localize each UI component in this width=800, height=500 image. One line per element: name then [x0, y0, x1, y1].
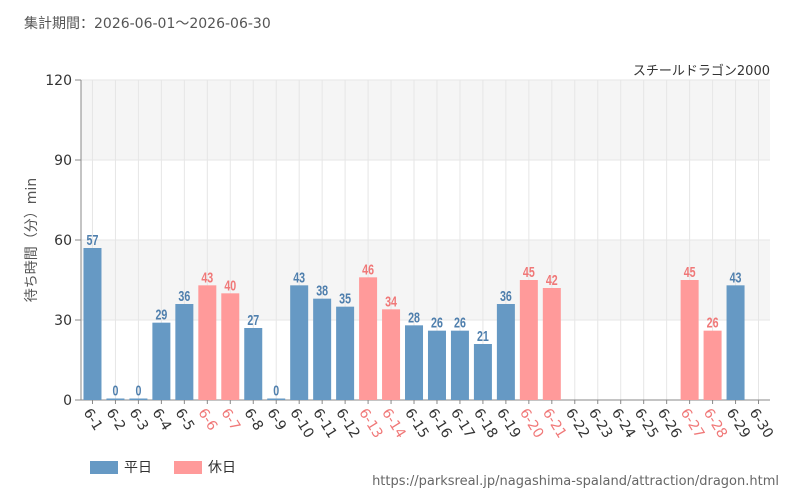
bar-value-label: 29 [155, 306, 167, 323]
bar [359, 277, 378, 400]
x-tick-label: 6-18 [470, 406, 500, 441]
x-tick-label: 6-3 [126, 406, 152, 434]
y-tick-label: 0 [63, 393, 72, 409]
bar-value-label: 0 [135, 382, 141, 399]
bar-value-label: 0 [112, 382, 118, 399]
x-tick-label: 6-22 [562, 406, 592, 441]
y-tick-label: 120 [45, 73, 72, 89]
legend-item-holiday: 休日 [174, 457, 236, 477]
x-tick-label: 6-10 [286, 406, 316, 441]
bar [244, 328, 263, 400]
x-tick-label: 6-13 [355, 406, 385, 441]
bar [198, 285, 217, 400]
period-label: 集計期間：2026-06-01～2026-06-30 [24, 16, 271, 32]
bar [106, 398, 125, 400]
x-tick-label: 6-30 [746, 406, 776, 441]
chart-title: スチールドラゴン2000 [633, 63, 770, 79]
source-url: https://parksreal.jp/nagashima-spaland/a… [372, 474, 779, 489]
y-tick-label: 60 [54, 233, 72, 249]
bar-value-label: 36 [178, 287, 190, 304]
bar [542, 288, 561, 400]
legend-item-weekday: 平日 [90, 457, 152, 477]
bar [496, 304, 515, 400]
bar-value-label: 40 [224, 277, 236, 294]
x-tick-label: 6-23 [585, 406, 615, 441]
x-tick-label: 6-26 [654, 406, 684, 442]
bar [221, 293, 240, 400]
bar-value-label: 26 [707, 314, 719, 331]
bar [680, 280, 699, 400]
x-tick-label: 6-6 [195, 406, 221, 434]
bar-value-label: 57 [87, 231, 99, 248]
bar [382, 309, 401, 400]
x-tick-label: 6-21 [539, 406, 569, 441]
x-tick-label: 6-5 [172, 406, 198, 434]
plot-band [81, 80, 770, 160]
y-axis-label: 待ち時間（分）min [24, 178, 40, 302]
bar [336, 306, 355, 400]
bar [405, 325, 424, 400]
bar [290, 285, 309, 400]
bar-value-label: 34 [385, 293, 397, 310]
bar [726, 285, 745, 400]
bar-value-label: 35 [339, 290, 351, 307]
x-tick-label: 6-16 [424, 406, 454, 442]
bar [703, 330, 722, 400]
legend-swatch-holiday [174, 460, 202, 474]
plot-band [81, 240, 770, 320]
legend: 平日 休日 [90, 457, 258, 477]
bar-value-label: 45 [523, 263, 535, 280]
bar-value-label: 26 [431, 314, 443, 331]
bar-value-label: 27 [247, 311, 259, 328]
x-tick-label: 6-9 [263, 406, 289, 434]
legend-swatch-weekday [90, 460, 118, 474]
bar-value-label: 46 [362, 261, 374, 278]
bar-value-label: 28 [408, 309, 420, 326]
bar [519, 280, 538, 400]
legend-label-weekday: 平日 [124, 460, 152, 476]
x-tick-label: 6-25 [631, 406, 661, 441]
bar-value-label: 38 [316, 282, 328, 299]
bar-value-label: 36 [500, 287, 512, 304]
x-tick-label: 6-11 [309, 406, 339, 441]
y-tick-label: 30 [54, 313, 72, 329]
bar-value-label: 21 [477, 327, 489, 344]
bar [450, 330, 469, 400]
bar [83, 248, 102, 400]
bar-value-label: 0 [273, 382, 279, 399]
bar-value-label: 26 [454, 314, 466, 331]
x-tick-label: 6-17 [447, 406, 477, 441]
bar [313, 298, 332, 400]
bar [129, 398, 148, 400]
bar [152, 322, 171, 400]
bar [427, 330, 446, 400]
x-tick-label: 6-14 [378, 406, 408, 442]
x-tick-label: 6-28 [700, 406, 730, 441]
bar-value-label: 43 [293, 269, 305, 286]
bar-value-label: 42 [546, 271, 558, 288]
x-tick-label: 6-2 [103, 406, 129, 434]
x-tick-label: 6-20 [516, 406, 546, 441]
x-tick-label: 6-7 [217, 406, 243, 434]
x-tick-label: 6-24 [608, 406, 638, 442]
x-tick-label: 6-15 [401, 406, 431, 441]
bar [175, 304, 194, 400]
bar-value-label: 45 [684, 263, 696, 280]
bar-value-label: 43 [201, 269, 213, 286]
x-tick-label: 6-27 [677, 406, 707, 441]
x-tick-label: 6-8 [240, 406, 266, 434]
x-tick-label: 6-29 [723, 406, 753, 441]
bar [473, 344, 492, 400]
y-tick-label: 90 [54, 153, 72, 169]
legend-label-holiday: 休日 [208, 460, 236, 476]
bar-value-label: 43 [730, 269, 742, 286]
x-tick-label: 6-4 [149, 406, 175, 434]
x-tick-label: 6-19 [493, 406, 523, 441]
x-tick-label: 6-12 [332, 406, 362, 441]
x-tick-label: 6-1 [80, 406, 106, 434]
bar [267, 398, 286, 400]
